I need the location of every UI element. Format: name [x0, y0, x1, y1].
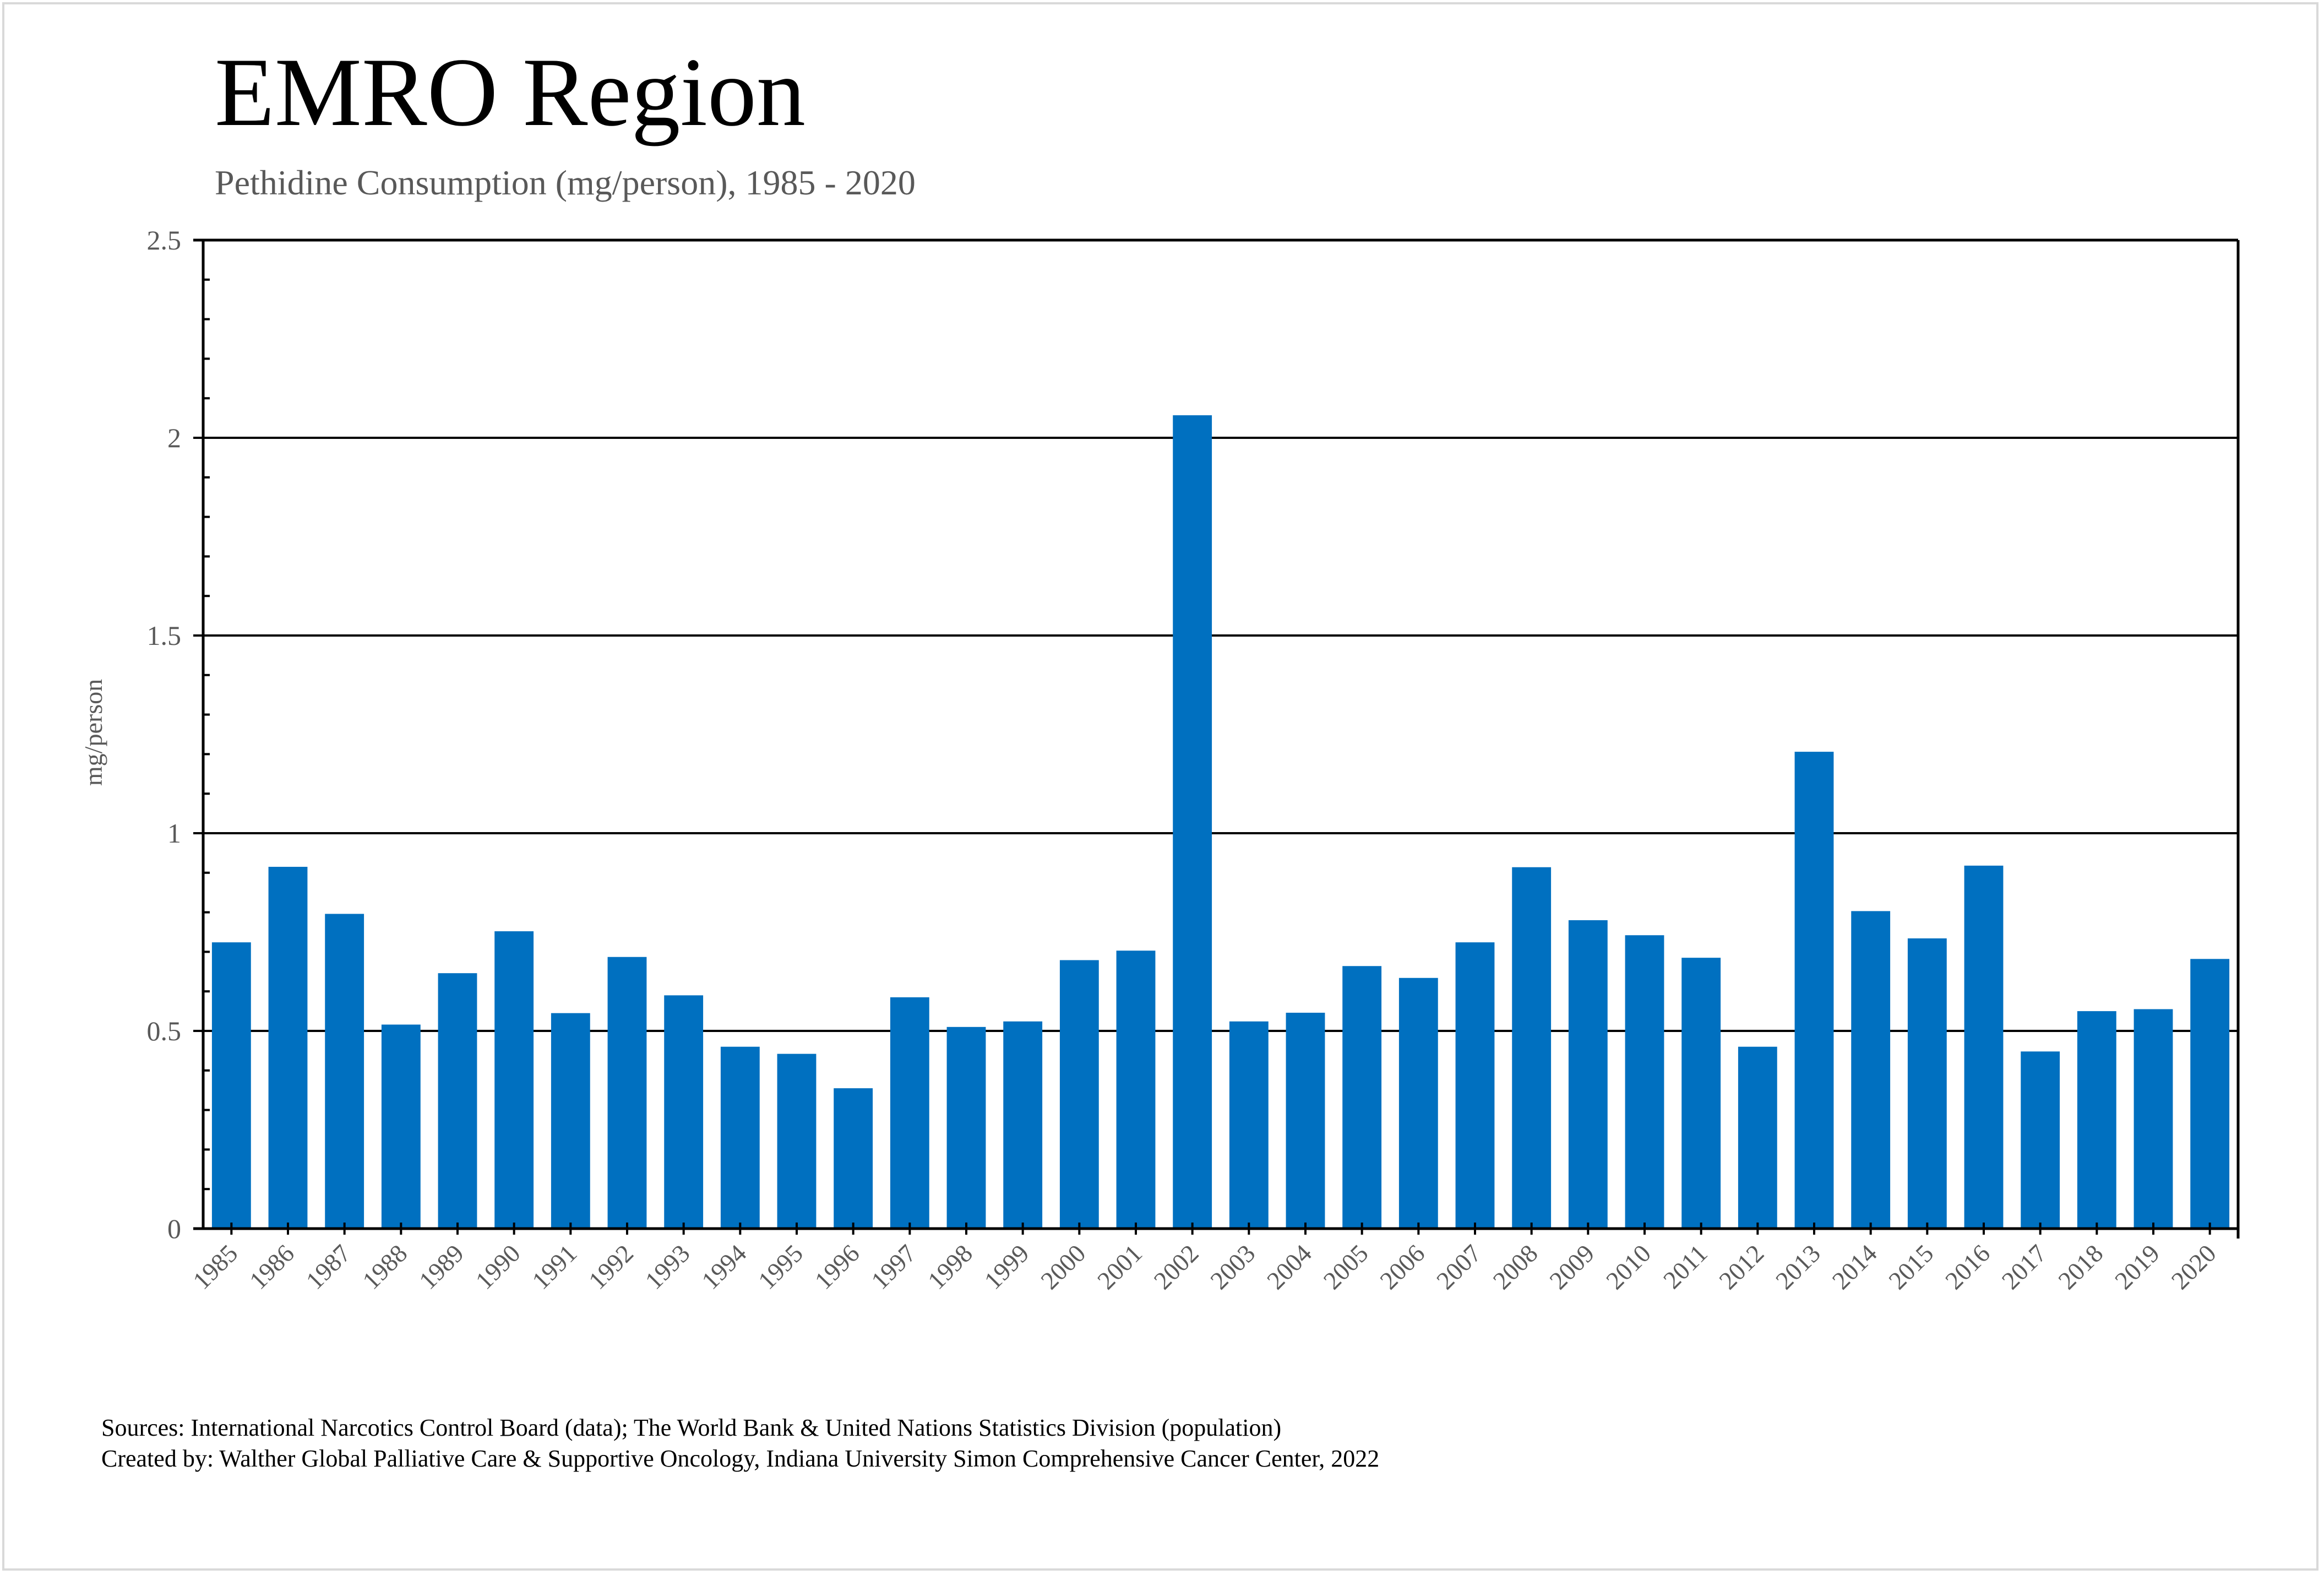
bar-2000	[1059, 960, 1099, 1229]
x-tick-label: 2020	[2166, 1239, 2222, 1295]
x-tick-label: 2018	[2053, 1239, 2108, 1295]
x-tick-label: 1995	[753, 1239, 808, 1295]
x-tick-label: 1996	[809, 1239, 865, 1295]
bar-1991	[551, 1013, 590, 1229]
x-tick-label: 2011	[1658, 1239, 1713, 1294]
x-tick-label: 2009	[1544, 1239, 1599, 1295]
y-tick-label: 2.5	[147, 225, 182, 256]
bar-1988	[381, 1024, 421, 1229]
x-tick-label: 2016	[1940, 1239, 1995, 1295]
x-tick-label: 2004	[1261, 1239, 1317, 1295]
bar-1990	[494, 931, 534, 1229]
bar-2003	[1229, 1021, 1269, 1229]
x-tick-label: 1997	[866, 1239, 921, 1295]
x-tick-label: 2008	[1488, 1239, 1543, 1295]
x-tick-label: 1992	[583, 1239, 639, 1295]
y-tick-label: 0.5	[147, 1015, 182, 1046]
x-tick-label: 1985	[187, 1239, 243, 1295]
created-by-note: Created by: Walther Global Palliative Ca…	[101, 1445, 1380, 1472]
bar-1999	[1003, 1021, 1043, 1229]
bar-1992	[607, 957, 647, 1229]
bar-2002	[1173, 415, 1212, 1229]
bar-2020	[2190, 959, 2230, 1229]
x-tick-label: 1987	[301, 1239, 356, 1295]
x-tick-label: 2002	[1149, 1239, 1204, 1295]
x-tick-label: 1990	[470, 1239, 526, 1295]
y-tick-label: 0	[167, 1213, 181, 1244]
bar-2008	[1512, 867, 1552, 1229]
sources-note: Sources: International Narcotics Control…	[101, 1414, 1282, 1441]
chart-title: EMRO Region	[215, 37, 805, 146]
bar-1985	[211, 942, 251, 1229]
x-tick-label: 2012	[1713, 1239, 1769, 1295]
axes	[193, 238, 2240, 1239]
bar-2018	[2077, 1011, 2116, 1229]
y-tick-label: 2	[167, 422, 181, 453]
x-tick-label: 2015	[1883, 1239, 1939, 1295]
y-axis-title: mg/person	[79, 679, 107, 786]
bar-2017	[2021, 1051, 2060, 1229]
bar-2001	[1116, 951, 1156, 1229]
bar-1998	[946, 1027, 986, 1229]
bar-2013	[1794, 752, 1834, 1229]
x-tick-label: 1999	[979, 1239, 1035, 1295]
y-tick-label: 1	[167, 818, 181, 849]
x-tick-label: 2014	[1827, 1239, 1882, 1295]
x-tick-label: 2017	[1996, 1239, 2052, 1295]
bar-2005	[1342, 966, 1382, 1229]
bar-2010	[1625, 935, 1664, 1229]
bar-1995	[777, 1053, 817, 1229]
bar-1989	[438, 973, 477, 1229]
x-tick-label: 2000	[1035, 1239, 1091, 1295]
bar-1987	[325, 914, 364, 1229]
bar-1993	[664, 995, 704, 1229]
bars	[211, 415, 2230, 1229]
bar-1986	[268, 867, 308, 1229]
bar-2014	[1851, 911, 1891, 1229]
gridlines	[193, 239, 2238, 1032]
x-tick-label: 1989	[413, 1239, 469, 1295]
x-tick-label: 1991	[526, 1239, 582, 1295]
x-tick-label: 2003	[1205, 1239, 1260, 1295]
x-tick-label: 2019	[2109, 1239, 2165, 1295]
footer: Sources: International Narcotics Control…	[101, 1413, 1379, 1474]
bar-2004	[1286, 1012, 1325, 1229]
bar-2007	[1455, 942, 1495, 1229]
y-tick-labels: 0 0.5 1 1.5 2 2.5	[147, 225, 182, 1244]
bar-2015	[1907, 938, 1947, 1229]
bar-2006	[1398, 977, 1438, 1229]
bar-1994	[720, 1046, 760, 1229]
x-tick-labels: 1985 1986 1987 1988 1989 1990 1991 1992 1993 1994…	[187, 1239, 2221, 1295]
bar-2011	[1681, 958, 1721, 1229]
bar-2012	[1738, 1046, 1777, 1229]
x-tick-label: 2006	[1374, 1239, 1430, 1295]
x-tick-label: 2001	[1092, 1239, 1147, 1295]
bar-2016	[1964, 865, 2004, 1229]
x-tick-label: 2010	[1601, 1239, 1656, 1295]
x-tick-label: 1986	[244, 1239, 300, 1295]
chart-subtitle: Pethidine Consumption (mg/person), 1985 …	[215, 163, 916, 202]
x-tick-label: 1994	[696, 1239, 752, 1295]
x-tick-label: 1993	[640, 1239, 695, 1295]
bar-2009	[1568, 920, 1608, 1229]
y-tick-label: 1.5	[147, 620, 182, 651]
bar-1997	[890, 997, 929, 1229]
x-tick-label: 2005	[1318, 1239, 1374, 1295]
x-tick-label: 2007	[1431, 1239, 1487, 1295]
bar-1996	[834, 1088, 873, 1229]
x-tick-label: 2013	[1770, 1239, 1826, 1295]
x-tick-label: 1988	[357, 1239, 412, 1295]
bar-2019	[2133, 1009, 2173, 1229]
x-tick-label: 1998	[922, 1239, 978, 1295]
